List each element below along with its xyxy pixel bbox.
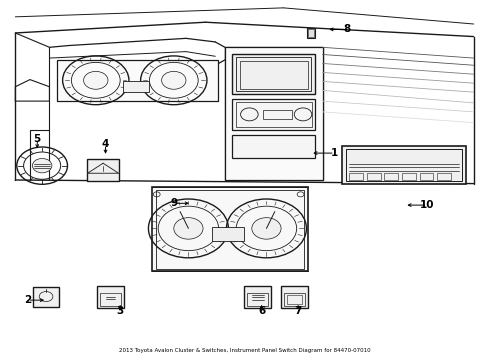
Bar	[366, 173, 380, 180]
Circle shape	[83, 71, 108, 89]
Bar	[224, 47, 322, 180]
Bar	[246, 293, 268, 306]
Bar	[191, 203, 196, 206]
Text: 1: 1	[330, 148, 338, 158]
Bar	[232, 99, 315, 130]
Circle shape	[251, 218, 281, 239]
Bar	[239, 60, 307, 89]
Text: 5: 5	[34, 134, 41, 144]
Bar	[156, 190, 304, 269]
Bar	[341, 146, 466, 184]
Bar	[280, 286, 307, 309]
Bar	[87, 159, 119, 181]
Circle shape	[161, 71, 185, 89]
Text: 6: 6	[257, 306, 264, 316]
Text: 8: 8	[343, 24, 350, 35]
Text: 2: 2	[24, 295, 31, 305]
Bar	[307, 28, 315, 38]
Bar	[283, 293, 305, 306]
Bar	[263, 110, 292, 119]
Bar	[244, 286, 271, 309]
Bar	[436, 173, 450, 180]
Text: 7: 7	[294, 306, 301, 316]
Text: 3: 3	[116, 306, 123, 316]
Bar	[348, 173, 362, 180]
Bar	[57, 60, 217, 101]
Bar	[384, 173, 397, 180]
Bar	[211, 226, 243, 241]
Bar	[152, 187, 307, 271]
Text: 2013 Toyota Avalon Cluster & Switches, Instrument Panel Switch Diagram for 84470: 2013 Toyota Avalon Cluster & Switches, I…	[119, 348, 369, 353]
Bar	[97, 286, 124, 309]
Bar	[232, 135, 315, 158]
Bar	[33, 287, 59, 307]
Bar	[232, 54, 315, 94]
Bar	[308, 30, 314, 37]
Text: 9: 9	[170, 198, 177, 208]
Text: 4: 4	[102, 139, 109, 149]
Bar	[122, 81, 149, 92]
Bar	[197, 203, 202, 206]
Bar	[286, 295, 301, 304]
Bar	[235, 102, 311, 127]
Bar	[401, 173, 415, 180]
Circle shape	[173, 218, 203, 239]
Bar	[100, 293, 121, 306]
Bar	[419, 173, 432, 180]
Text: 10: 10	[419, 200, 434, 210]
Bar	[190, 199, 203, 207]
Circle shape	[32, 158, 52, 173]
Bar	[236, 57, 311, 91]
Bar	[345, 149, 462, 181]
